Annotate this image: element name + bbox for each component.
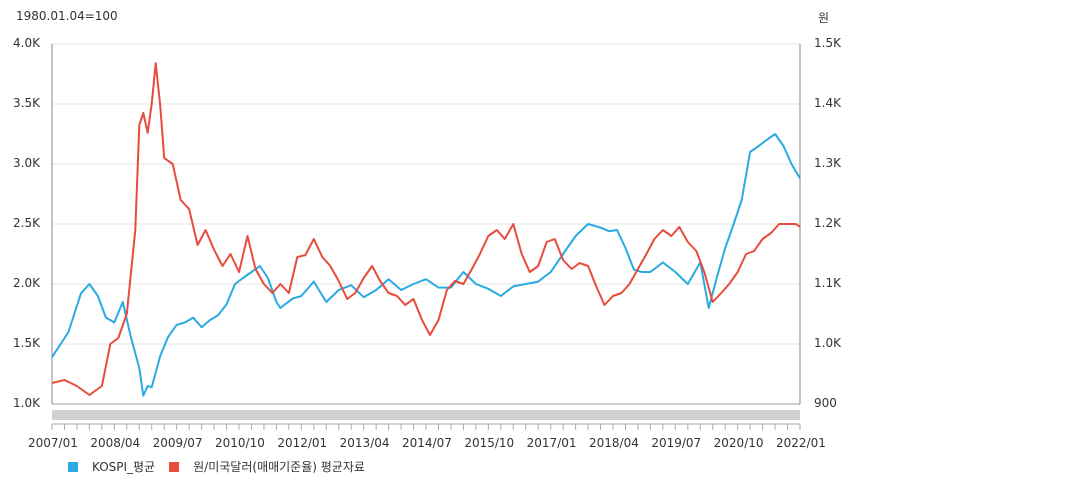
x-tick-label: 2008/04 <box>90 436 141 450</box>
legend-swatch-usdkrw <box>169 461 180 472</box>
left-axis-title: 1980.01.04=100 <box>16 9 118 23</box>
left-tick-label: 3.0K <box>13 156 40 170</box>
legend-item-usdkrw[interactable]: 원/미국달러(매매기준율) 평균자료 <box>169 458 365 475</box>
left-tick-label: 2.5K <box>13 216 40 230</box>
legend-label-usdkrw: 원/미국달러(매매기준율) 평균자료 <box>193 460 365 474</box>
right-tick-label: 1.1K <box>814 276 841 290</box>
left-tick-label: 1.5K <box>13 336 40 350</box>
x-tick-label: 2020/10 <box>713 436 764 450</box>
right-tick-label: 1.0K <box>814 336 841 350</box>
x-tick-label: 2014/07 <box>402 436 452 450</box>
right-tick-label: 1.4K <box>814 96 841 110</box>
x-tick-label: 2018/04 <box>589 436 639 450</box>
grid-lines <box>51 43 801 405</box>
right-tick-label: 1.3K <box>814 156 841 170</box>
range-scrollbar[interactable] <box>52 410 800 420</box>
right-tick-label: 1.5K <box>814 36 841 50</box>
x-tick-label: 2013/04 <box>339 436 390 450</box>
x-tick-label: 2007/01 <box>28 436 78 450</box>
left-tick-label: 4.0K <box>13 36 40 50</box>
left-tick-label: 1.0K <box>13 396 40 410</box>
x-tick-label: 2012/01 <box>277 436 328 450</box>
left-tick-label: 3.5K <box>13 96 40 110</box>
legend: KOSPI_평균 원/미국달러(매매기준율) 평균자료 <box>68 458 379 475</box>
left-tick-label: 2.0K <box>13 276 40 290</box>
x-tick-label: 2009/07 <box>152 436 203 450</box>
legend-item-kospi[interactable]: KOSPI_평균 <box>68 458 155 475</box>
x-tick-label: 2017/01 <box>526 436 577 450</box>
series-line-kospi <box>51 133 801 397</box>
right-tick-label: 900 <box>814 396 837 410</box>
x-tick-label: 2022/01 <box>776 436 826 450</box>
series-line-usdkrw <box>51 62 801 396</box>
x-tick-label: 2010/10 <box>215 436 265 450</box>
x-axis <box>51 423 801 430</box>
right-axis-title: 원 <box>818 11 830 25</box>
plot-area <box>51 62 801 397</box>
legend-label-kospi: KOSPI_평균 <box>92 460 156 474</box>
x-tick-label: 2019/07 <box>651 436 702 450</box>
x-tick-label: 2015/10 <box>464 436 515 450</box>
legend-swatch-kospi <box>68 461 78 472</box>
right-tick-label: 1.2K <box>814 216 841 230</box>
